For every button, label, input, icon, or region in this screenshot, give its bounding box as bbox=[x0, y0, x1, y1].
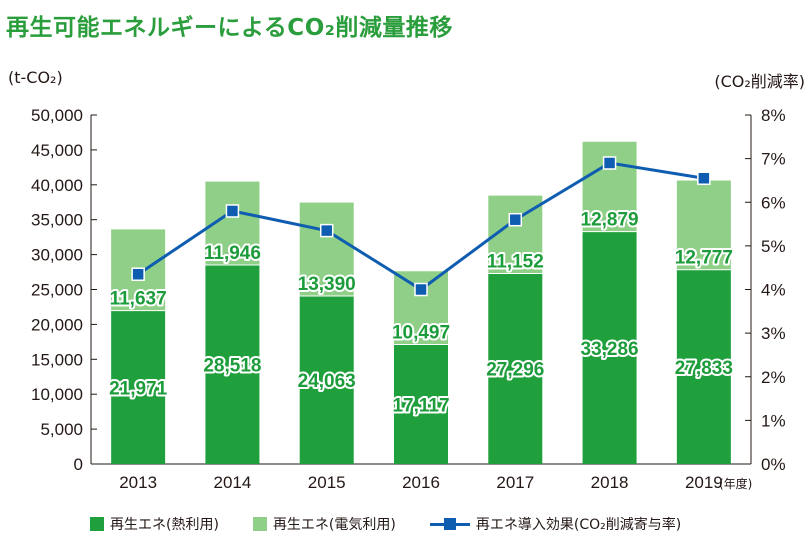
bar-thermal bbox=[676, 269, 731, 464]
line-point bbox=[508, 212, 523, 227]
legend-item-electric: 再生エネ(電気利用) bbox=[252, 514, 396, 534]
legend-swatch-thermal bbox=[90, 517, 104, 531]
x-tick-label: 2018 bbox=[591, 473, 629, 492]
left-axis-unit: (t-CO₂) bbox=[8, 68, 63, 87]
bar-thermal bbox=[394, 344, 448, 464]
legend-label-thermal: 再生エネ(熱利用) bbox=[110, 517, 219, 533]
left-tick-label: 15,000 bbox=[31, 350, 83, 369]
data-label-electric: 11,637 bbox=[110, 289, 167, 310]
data-label-thermal: 33,286 bbox=[581, 339, 639, 360]
right-tick-label: 4% bbox=[761, 281, 786, 300]
data-label-electric: 12,777 bbox=[675, 248, 733, 269]
data-label-thermal: 17,117 bbox=[392, 395, 449, 416]
data-label-electric: 11,152 bbox=[487, 251, 544, 272]
line-point bbox=[131, 267, 145, 281]
bar-thermal bbox=[111, 310, 166, 464]
legend-item-line: 再エネ導入効果(CO₂削減寄与率) bbox=[429, 514, 682, 534]
left-tick-label: 5,000 bbox=[40, 420, 83, 439]
x-tick-label: 2013 bbox=[119, 473, 157, 492]
legend-label-electric: 再生エネ(電気利用) bbox=[272, 517, 396, 533]
bar-electric bbox=[676, 180, 731, 270]
left-tick-label: 35,000 bbox=[31, 211, 83, 230]
data-label-electric: 13,390 bbox=[298, 274, 356, 295]
left-tick-label: 45,000 bbox=[31, 141, 83, 160]
x-tick-label: 2016 bbox=[402, 473, 440, 492]
right-tick-label: 5% bbox=[761, 237, 786, 256]
data-label-electric: 11,946 bbox=[204, 243, 261, 264]
right-tick-label: 8% bbox=[761, 106, 786, 125]
right-tick-label: 1% bbox=[761, 411, 786, 430]
x-tick-label: 2014 bbox=[214, 473, 252, 492]
line-point bbox=[697, 171, 711, 186]
legend-swatch-line bbox=[429, 517, 470, 531]
data-label-thermal: 27,296 bbox=[486, 360, 544, 381]
legend-label-line: 再エネ導入効果(CO₂削減寄与率) bbox=[475, 517, 682, 533]
bar-thermal bbox=[488, 273, 543, 464]
data-label-thermal: 27,833 bbox=[675, 358, 733, 379]
bar-thermal bbox=[582, 231, 637, 464]
left-tick-label: 50,000 bbox=[31, 106, 83, 125]
chart-title: 再生可能エネルギーによるCO₂削減量推移 bbox=[6, 15, 453, 41]
data-label-thermal: 21,971 bbox=[109, 378, 168, 399]
data-label-thermal: 24,063 bbox=[298, 371, 356, 392]
left-tick-label: 0 bbox=[74, 455, 83, 474]
x-axis-suffix: (年度) bbox=[719, 476, 752, 491]
left-tick-label: 20,000 bbox=[31, 315, 83, 334]
right-tick-label: 7% bbox=[761, 150, 786, 169]
left-tick-label: 30,000 bbox=[31, 246, 83, 265]
data-label-thermal: 28,518 bbox=[203, 355, 261, 376]
line-point bbox=[602, 156, 617, 170]
left-tick-label: 25,000 bbox=[31, 281, 83, 300]
right-axis-unit: (CO₂削減率) bbox=[714, 72, 805, 91]
x-tick-label: 2017 bbox=[496, 473, 534, 492]
right-tick-label: 6% bbox=[761, 193, 786, 212]
line-point bbox=[414, 282, 428, 297]
left-tick-label: 40,000 bbox=[31, 176, 83, 195]
bar-thermal bbox=[299, 296, 354, 464]
left-tick-label: 10,000 bbox=[31, 385, 83, 404]
line-point bbox=[319, 223, 334, 238]
bar-electric bbox=[299, 202, 354, 297]
legend-item-thermal: 再生エネ(熱利用) bbox=[90, 514, 219, 534]
line-point bbox=[225, 204, 240, 218]
data-label-electric: 10,497 bbox=[392, 323, 450, 344]
data-label-electric: 12,879 bbox=[581, 210, 639, 231]
bar-thermal bbox=[205, 264, 260, 464]
right-tick-label: 2% bbox=[761, 368, 786, 387]
legend: 再生エネ(熱利用) 再生エネ(電気利用) 再エネ導入効果(CO₂削減寄与率) bbox=[90, 514, 681, 534]
right-tick-label: 3% bbox=[761, 324, 786, 343]
legend-swatch-electric bbox=[252, 517, 267, 531]
right-tick-label: 0% bbox=[761, 455, 786, 474]
x-tick-label: 2019 bbox=[685, 473, 723, 492]
x-tick-label: 2015 bbox=[308, 473, 346, 492]
